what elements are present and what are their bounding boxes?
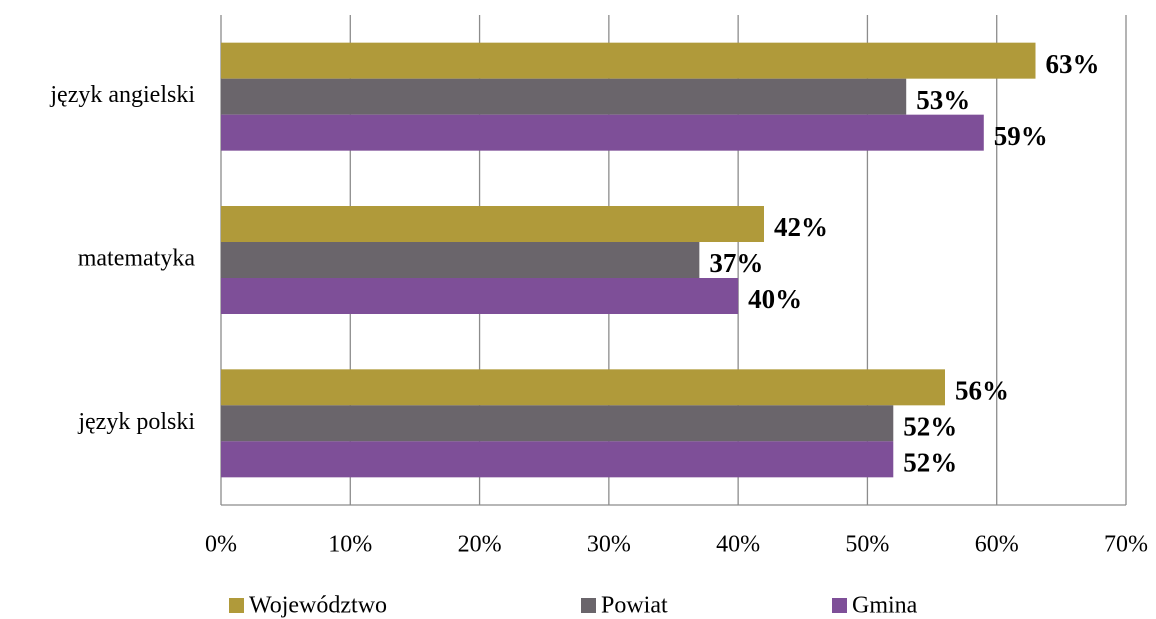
value-label: 63%: [1046, 49, 1100, 79]
value-label: 56%: [955, 376, 1009, 406]
x-tick-label: 40%: [716, 532, 760, 558]
legend-label: Powiat: [601, 593, 668, 619]
bar: [221, 42, 1036, 79]
legend-label: Województwo: [249, 593, 387, 619]
bar: [221, 441, 894, 478]
value-label: 40%: [748, 284, 802, 314]
x-tick-label: 30%: [587, 532, 631, 558]
category-label: język angielski: [49, 82, 195, 108]
bar: [221, 206, 764, 242]
bar: [221, 369, 945, 406]
bar: [221, 278, 739, 314]
value-label: 42%: [774, 212, 828, 242]
value-label: 53%: [916, 85, 970, 115]
legend-swatch: [832, 598, 847, 613]
x-tick-label: 0%: [205, 532, 237, 558]
bar: [221, 78, 907, 115]
value-label: 59%: [994, 121, 1048, 151]
x-tick-label: 70%: [1104, 532, 1148, 558]
category-label: język polski: [77, 409, 195, 435]
value-label: 52%: [903, 448, 957, 478]
legend-label: Gmina: [852, 593, 918, 619]
value-label: 37%: [709, 248, 763, 278]
x-tick-label: 50%: [845, 532, 889, 558]
x-tick-label: 20%: [458, 532, 502, 558]
bar: [221, 242, 700, 278]
bar: [221, 114, 984, 151]
legend-swatch: [229, 598, 244, 613]
legend-swatch: [581, 598, 596, 613]
x-tick-label: 10%: [328, 532, 372, 558]
value-label: 52%: [903, 412, 957, 442]
category-label: matematyka: [78, 246, 196, 272]
x-tick-label: 60%: [975, 532, 1019, 558]
bar: [221, 405, 894, 442]
